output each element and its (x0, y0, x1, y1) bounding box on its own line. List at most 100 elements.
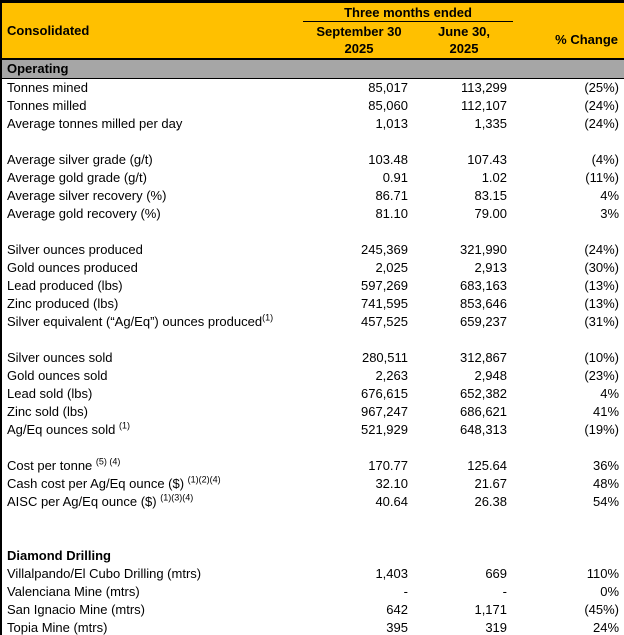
value-change: (19%) (584, 422, 620, 437)
value-sep-30: 170.77 (368, 458, 408, 473)
table-row: San Ignacio Mine (mtrs) 642 1,171 (45%) (1, 601, 624, 619)
heading-header-diamond-drilling: Diamond Drilling (1, 547, 624, 565)
row-label-text: Tonnes mined (7, 80, 88, 95)
corner-label: Consolidated (1, 1, 303, 60)
column-header-jun30-line2: 2025 (449, 41, 479, 56)
footnote-marker: (1)(2)(4) (187, 475, 221, 485)
value-sep-30: 2,025 (375, 260, 408, 275)
value-jun-30: 652,382 (460, 386, 508, 401)
column-header-jun30: June 30, 2025 (415, 21, 514, 60)
row-label: Silver ounces produced (1, 241, 303, 259)
heading-label: Diamond Drilling (7, 548, 111, 563)
value-jun-30: 1,335 (474, 116, 508, 131)
table-row: Lead produced (lbs) 597,269 683,163 (13%) (1, 277, 624, 295)
value-change: (11%) (585, 170, 620, 185)
section-header-operating: Operating (1, 59, 624, 79)
row-label-text: Topia Mine (mtrs) (7, 620, 108, 635)
row-label-text: Lead sold (lbs) (7, 386, 93, 401)
blank-row (1, 529, 624, 547)
table-row: Average gold recovery (%) 81.10 79.00 3% (1, 205, 624, 223)
row-label-text: Ag/Eq ounces sold (7, 422, 120, 437)
value-sep-30: 245,369 (361, 242, 408, 257)
footnote-marker: (1) (119, 421, 131, 431)
row-label: Average silver grade (g/t) (1, 151, 303, 169)
row-label: Average tonnes milled per day (1, 115, 303, 133)
table-row: Silver ounces sold 280,511 312,867 (10%) (1, 349, 624, 367)
table-row: Average silver grade (g/t) 103.48 107.43 (4… (1, 151, 624, 169)
row-label-text: Average tonnes milled per day (7, 116, 183, 131)
row-label: Silver ounces sold (1, 349, 303, 367)
row-label-text: Silver ounces sold (7, 350, 113, 365)
value-jun-30: 79.00 (474, 206, 508, 221)
row-label: San Ignacio Mine (mtrs) (1, 601, 303, 619)
value-jun-30: - (502, 584, 508, 599)
value-jun-30: 669 (485, 566, 508, 581)
row-label: Ag/Eq ounces sold (1) (1, 421, 303, 439)
row-label-text: Gold ounces produced (7, 260, 138, 275)
column-header-jun30-line1: June 30, (437, 24, 491, 39)
value-change: 48% (592, 476, 620, 491)
table-row: Tonnes mined 85,017 113,299 (25%) (1, 79, 624, 98)
row-label-text: Silver ounces produced (7, 242, 143, 257)
row-label-text: Zinc sold (lbs) (7, 404, 88, 419)
blank-cell (1, 223, 624, 241)
value-sep-30: 85,060 (368, 98, 408, 113)
table-header: Consolidated Three months ended Septembe… (1, 1, 624, 60)
row-label: Zinc produced (lbs) (1, 295, 303, 313)
row-label-text: Valenciana Mine (mtrs) (7, 584, 140, 599)
value-change: 4% (600, 188, 620, 203)
value-jun-30: 21.67 (474, 476, 508, 491)
value-change: 41% (592, 404, 620, 419)
blank-row (1, 223, 624, 241)
row-label-text: Average silver grade (g/t) (7, 152, 153, 167)
row-label-text: Cash cost per Ag/Eq ounce ($) (7, 476, 188, 491)
blank-row (1, 439, 624, 457)
row-label: Lead sold (lbs) (1, 385, 303, 403)
row-label: Tonnes mined (1, 79, 303, 98)
value-sep-30: 32.10 (375, 476, 408, 491)
value-jun-30: 26.38 (474, 494, 508, 509)
row-label-text: Silver equivalent (“Ag/Eq”) ounces produ… (7, 314, 263, 329)
value-change: 36% (592, 458, 620, 473)
value-change: 4% (600, 386, 620, 401)
table-row: Silver equivalent (“Ag/Eq”) ounces produ… (1, 313, 624, 331)
value-sep-30: 642 (386, 602, 408, 617)
table-row: Villalpando/El Cubo Drilling (mtrs) 1,403… (1, 565, 624, 583)
value-change: (45%) (584, 602, 620, 617)
row-label-text: AISC per Ag/Eq ounce ($) (7, 494, 161, 509)
column-header-sep30: September 30 2025 (303, 21, 415, 60)
table-row: Average tonnes milled per day 1,013 1,335 (… (1, 115, 624, 133)
blank-cell (1, 511, 624, 529)
value-sep-30: 40.64 (375, 494, 408, 509)
column-header-sep30-line2: 2025 (344, 41, 374, 56)
row-label-text: Average silver recovery (%) (7, 188, 167, 203)
row-label: Average gold grade (g/t) (1, 169, 303, 187)
value-jun-30: 648,313 (460, 422, 508, 437)
value-change: 3% (600, 206, 620, 221)
value-sep-30: 103.48 (368, 152, 408, 167)
table-row: Gold ounces produced 2,025 2,913 (30%) (1, 259, 624, 277)
value-jun-30: 319 (485, 620, 508, 635)
value-jun-30: 107.43 (467, 152, 508, 167)
column-header-sep30-line1: September 30 (316, 24, 402, 39)
value-sep-30: 521,929 (361, 422, 408, 437)
table-row: Topia Mine (mtrs) 395 319 24% (1, 619, 624, 635)
table-row: Valenciana Mine (mtrs) - - 0% (1, 583, 624, 601)
table-row: Zinc sold (lbs) 967,247 686,621 41% (1, 403, 624, 421)
table-row: Tonnes milled 85,060 112,107 (24%) (1, 97, 624, 115)
value-jun-30: 853,646 (460, 296, 508, 311)
column-header-row: September 30 2025 June 30, 2025 % Change (1, 21, 624, 60)
row-label: Gold ounces sold (1, 367, 303, 385)
row-label: Cost per tonne (5) (4) (1, 457, 303, 475)
row-label: Lead produced (lbs) (1, 277, 303, 295)
value-sep-30: 597,269 (361, 278, 408, 293)
value-sep-30: 86.71 (375, 188, 408, 203)
row-label-text: Cost per tonne (7, 458, 96, 473)
row-label: Cash cost per Ag/Eq ounce ($) (1)(2)(4) (1, 475, 303, 493)
value-change: (24%) (584, 242, 620, 257)
value-change: 54% (592, 494, 620, 509)
period-header-spacer (513, 1, 624, 22)
table-row: AISC per Ag/Eq ounce ($) (1)(3)(4) 40.64 2… (1, 493, 624, 511)
value-sep-30: 967,247 (361, 404, 408, 419)
